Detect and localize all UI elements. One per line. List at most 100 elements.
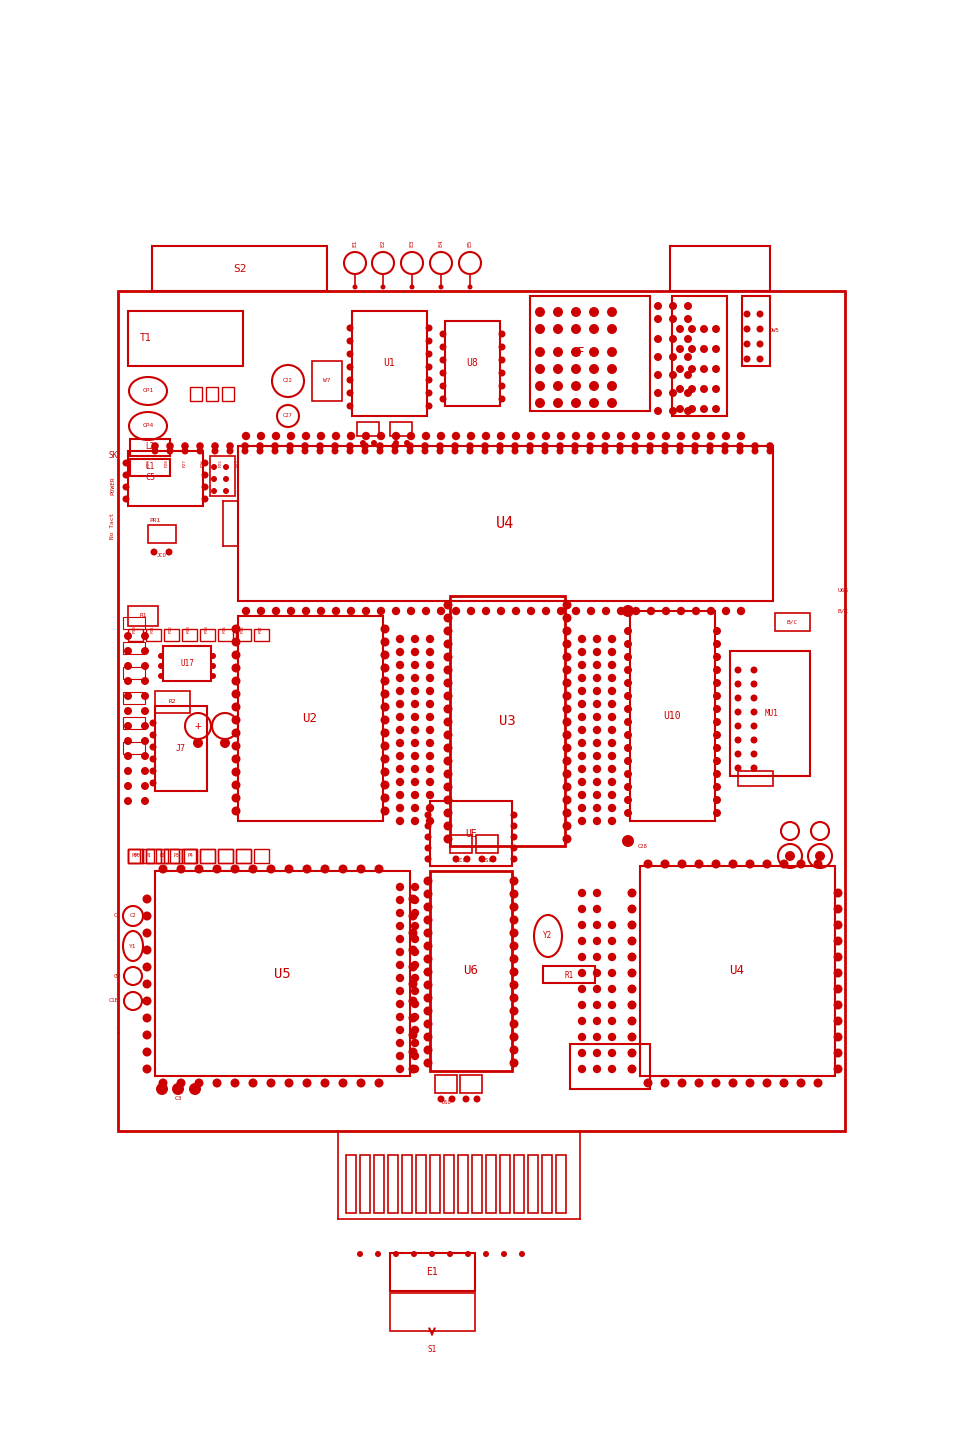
Circle shape	[509, 980, 518, 989]
Circle shape	[676, 432, 684, 441]
Circle shape	[562, 640, 571, 648]
Circle shape	[654, 315, 661, 323]
Circle shape	[541, 432, 550, 441]
Circle shape	[712, 770, 720, 778]
Circle shape	[124, 797, 132, 806]
Circle shape	[751, 448, 758, 455]
Circle shape	[553, 381, 562, 391]
Circle shape	[592, 804, 600, 813]
Circle shape	[627, 1065, 636, 1073]
Circle shape	[750, 723, 757, 730]
Circle shape	[535, 363, 544, 373]
Circle shape	[425, 791, 434, 798]
Circle shape	[424, 833, 431, 840]
Circle shape	[439, 331, 446, 338]
Circle shape	[231, 864, 239, 873]
Circle shape	[232, 690, 240, 698]
Circle shape	[607, 937, 616, 946]
Circle shape	[331, 448, 338, 455]
Circle shape	[436, 432, 445, 441]
Circle shape	[553, 398, 562, 408]
Circle shape	[578, 700, 585, 708]
Circle shape	[176, 864, 185, 873]
Circle shape	[210, 673, 215, 678]
Circle shape	[411, 700, 418, 708]
Circle shape	[395, 1026, 404, 1035]
Circle shape	[315, 442, 323, 449]
Circle shape	[509, 942, 518, 950]
Circle shape	[466, 607, 475, 615]
Circle shape	[423, 993, 432, 1003]
Circle shape	[661, 607, 670, 615]
Circle shape	[346, 389, 354, 396]
Circle shape	[526, 432, 535, 441]
Text: U17: U17	[180, 660, 193, 668]
Circle shape	[166, 442, 173, 449]
Circle shape	[124, 647, 132, 655]
Circle shape	[256, 607, 265, 615]
Circle shape	[302, 1079, 312, 1088]
Circle shape	[443, 678, 452, 687]
Circle shape	[411, 1026, 418, 1035]
Circle shape	[616, 442, 623, 449]
Circle shape	[223, 488, 229, 494]
Circle shape	[687, 405, 696, 414]
Circle shape	[443, 730, 452, 740]
Circle shape	[607, 1000, 616, 1009]
Circle shape	[511, 607, 519, 615]
Circle shape	[677, 860, 686, 869]
Circle shape	[201, 471, 209, 478]
Text: P27: P27	[183, 459, 187, 467]
Text: C1E: C1E	[108, 999, 118, 1003]
Circle shape	[728, 1079, 737, 1088]
Circle shape	[607, 778, 616, 786]
Circle shape	[411, 635, 418, 643]
Circle shape	[482, 1251, 489, 1256]
Circle shape	[201, 484, 209, 491]
Circle shape	[646, 432, 655, 441]
Circle shape	[711, 860, 720, 869]
Circle shape	[403, 439, 410, 446]
Circle shape	[452, 607, 459, 615]
Circle shape	[720, 448, 728, 455]
Circle shape	[141, 753, 149, 760]
Circle shape	[700, 365, 707, 373]
Circle shape	[411, 726, 418, 734]
Circle shape	[411, 764, 418, 773]
Bar	[374, 1155, 384, 1213]
Circle shape	[232, 651, 240, 660]
Circle shape	[443, 744, 452, 753]
Bar	[253, 849, 269, 863]
Circle shape	[193, 738, 203, 748]
Circle shape	[586, 432, 595, 441]
Circle shape	[509, 890, 518, 899]
Circle shape	[408, 963, 417, 972]
Text: U6: U6	[463, 964, 478, 977]
Circle shape	[266, 864, 275, 873]
Circle shape	[556, 448, 563, 455]
Circle shape	[578, 661, 585, 670]
Circle shape	[621, 836, 634, 847]
Circle shape	[562, 757, 571, 766]
Circle shape	[500, 1251, 506, 1256]
Circle shape	[668, 389, 677, 396]
Circle shape	[721, 432, 729, 441]
Circle shape	[439, 382, 446, 389]
Circle shape	[371, 439, 376, 446]
Circle shape	[711, 325, 720, 333]
Circle shape	[654, 335, 661, 343]
Circle shape	[617, 432, 624, 441]
Circle shape	[395, 975, 404, 982]
Circle shape	[395, 661, 404, 670]
Circle shape	[659, 1079, 669, 1088]
Circle shape	[331, 442, 338, 449]
Circle shape	[395, 751, 404, 760]
Circle shape	[443, 704, 452, 714]
Text: E3: E3	[409, 239, 414, 246]
Bar	[541, 1155, 552, 1213]
Circle shape	[712, 627, 720, 635]
Circle shape	[411, 896, 418, 904]
Circle shape	[181, 448, 189, 455]
Circle shape	[677, 1079, 686, 1088]
Circle shape	[631, 448, 638, 455]
